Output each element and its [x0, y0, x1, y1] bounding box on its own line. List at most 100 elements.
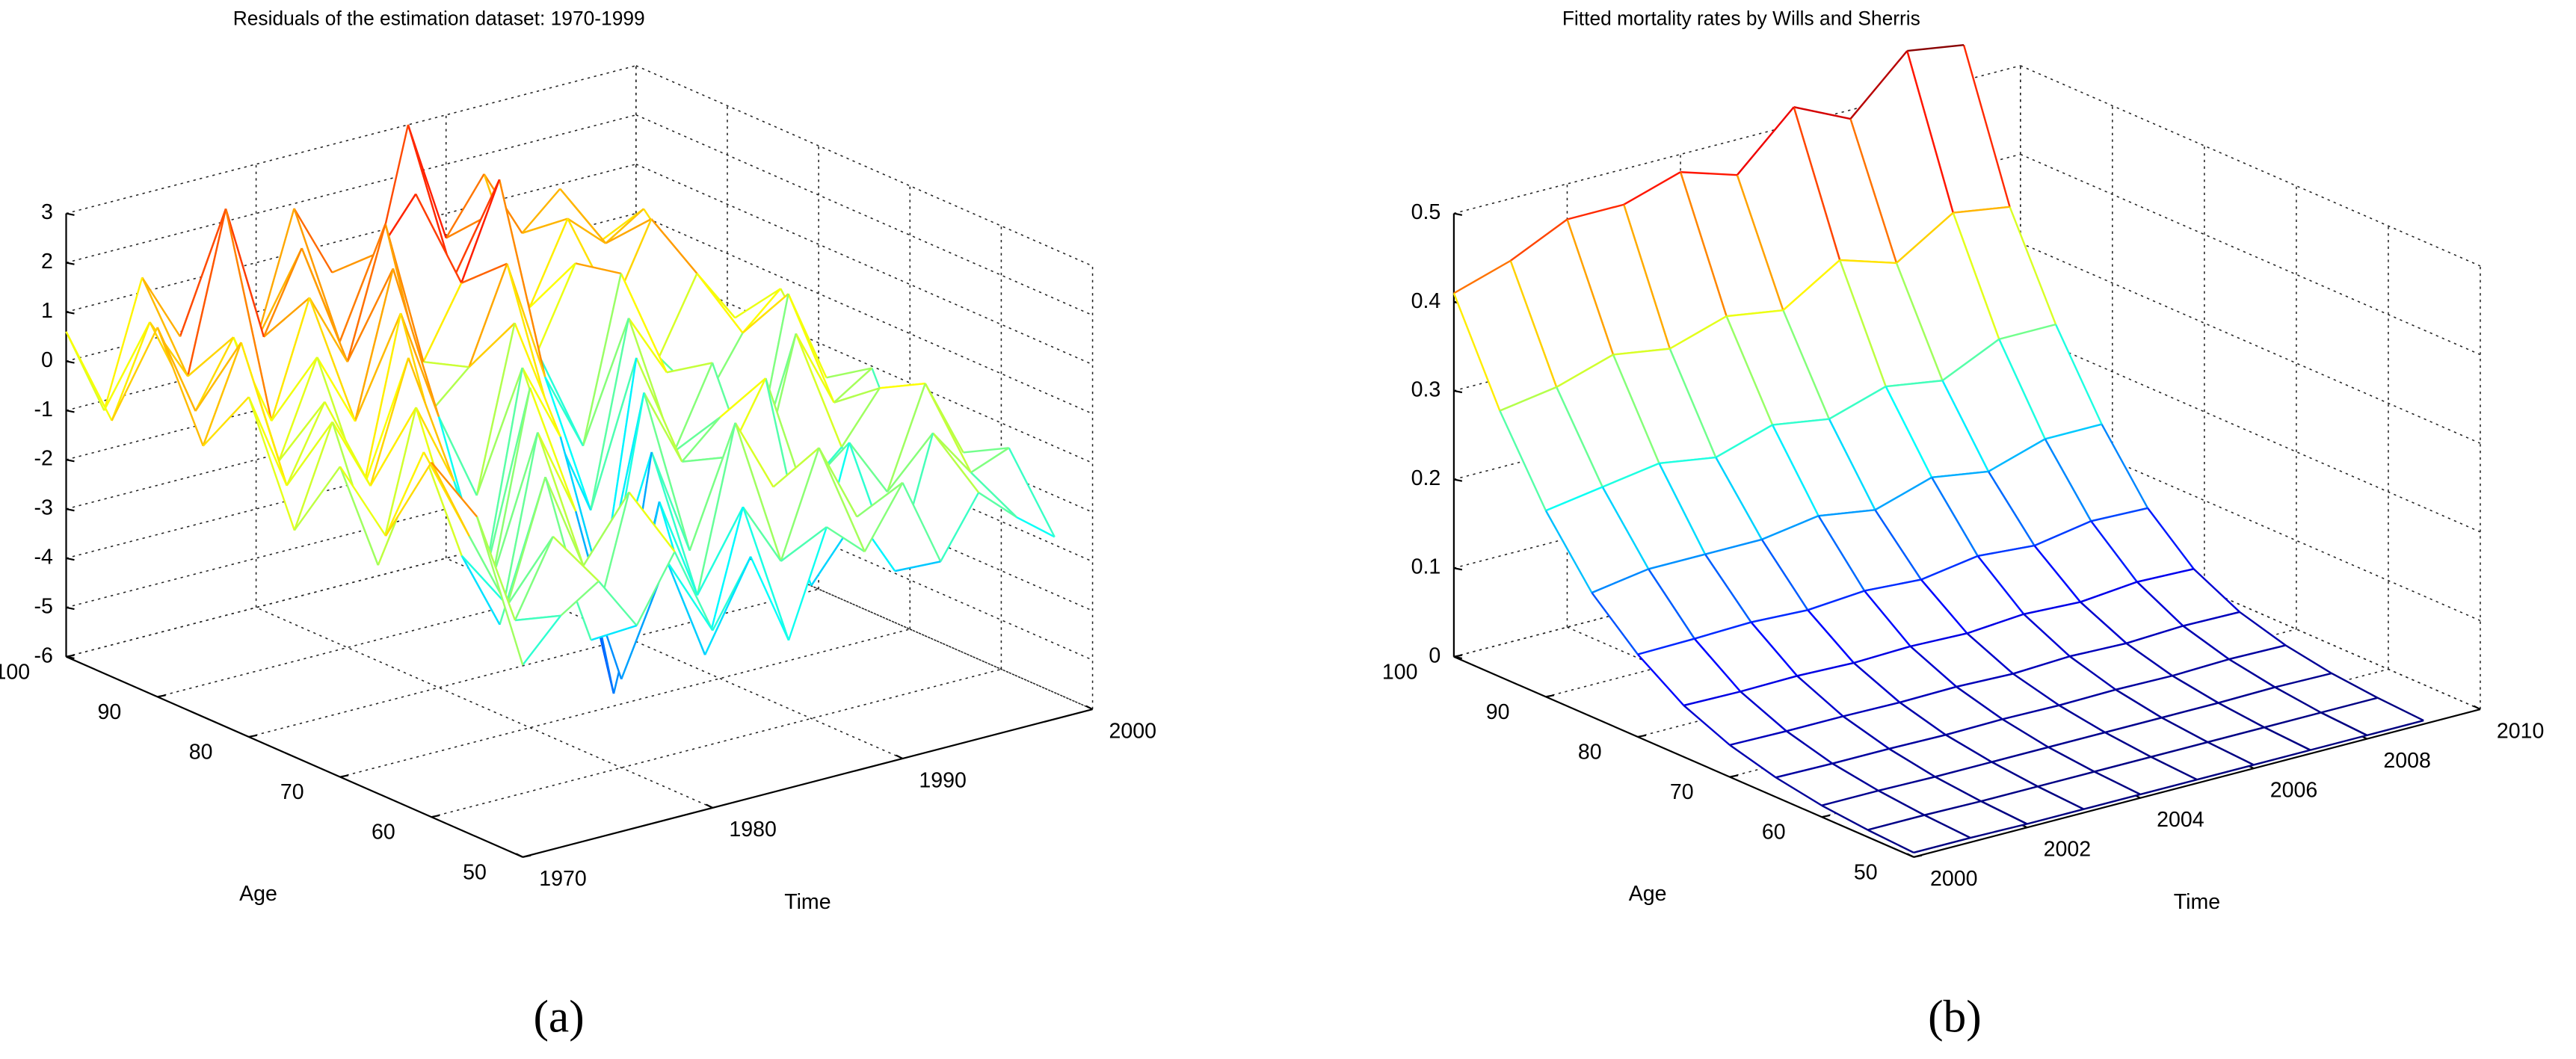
mesh-edge [2264, 726, 2311, 751]
z-tick [66, 655, 75, 660]
mesh-edge [2126, 625, 2184, 644]
z-tick-label: 0.2 [1411, 466, 1441, 490]
mesh-face [1772, 419, 1876, 516]
mesh-edge [1772, 418, 1830, 426]
mesh-edge [1867, 829, 1914, 853]
mesh-face [2037, 771, 2141, 809]
mesh-edge [1704, 538, 1763, 555]
mesh-edge [278, 356, 318, 461]
mesh-face [2104, 717, 2208, 757]
grid-line [635, 163, 1093, 365]
mesh-face [2024, 602, 2127, 657]
mesh-face [1669, 316, 1773, 458]
mesh-face [545, 318, 629, 510]
grid-line [635, 360, 1093, 563]
x-tick [1085, 705, 1094, 711]
mesh-face [2091, 507, 2194, 582]
mesh-edge [2023, 601, 2081, 615]
mesh-edge [1932, 470, 1989, 479]
mesh-face [1910, 633, 2013, 687]
mesh-edge [1878, 776, 1935, 792]
mesh-edge [1913, 836, 1971, 854]
mesh-edge [734, 422, 774, 488]
mesh-edge [795, 333, 835, 404]
mesh-face [682, 378, 766, 462]
mesh-face [1840, 259, 1943, 387]
grid-line [256, 607, 713, 809]
mesh-edge [1659, 456, 1716, 465]
mesh-edge [2274, 686, 2322, 714]
y-tick [157, 694, 166, 698]
mesh-edge [2094, 756, 2151, 773]
mesh-face [1850, 51, 1953, 263]
x-tick [706, 803, 713, 809]
mesh-edge [2207, 726, 2265, 744]
mesh-edge [666, 362, 713, 374]
mesh-edge [187, 209, 227, 377]
mesh-face [1648, 554, 1751, 639]
grid-line [2020, 508, 2481, 710]
mesh-edge [1796, 675, 1844, 717]
mesh-face [819, 448, 903, 552]
z-tick-label: -4 [34, 545, 54, 569]
mesh-edge [1991, 746, 2049, 763]
grid-line [2020, 419, 2481, 622]
z-tick-label: 2 [41, 250, 53, 274]
mesh-edge [924, 383, 972, 473]
mesh-face [705, 507, 789, 655]
mesh-face [2034, 521, 2137, 602]
mesh-edge [1637, 653, 1685, 706]
y-tick [1637, 734, 1647, 738]
mesh-face [735, 422, 819, 561]
mesh-edge [2228, 658, 2275, 688]
z-tick [66, 212, 75, 216]
z-tick-label: 0 [1429, 643, 1440, 667]
mesh-edge [1793, 106, 1841, 261]
mesh-edge [2037, 785, 2084, 810]
mesh-face [1885, 380, 1988, 478]
mesh-edge [331, 252, 378, 274]
mesh-edge [1566, 219, 1615, 355]
mesh-edge [643, 392, 683, 463]
mesh-face [446, 173, 530, 308]
mesh-edge [2059, 688, 2116, 706]
mesh-face [1624, 172, 1727, 349]
mesh-face [1602, 463, 1706, 569]
mesh-edge [742, 288, 782, 334]
mesh-face [1920, 555, 2024, 634]
mesh-edge [354, 268, 395, 422]
mesh-edge [65, 331, 113, 422]
mesh-face [1999, 324, 2102, 439]
mesh-edge [2069, 642, 2127, 658]
x-tick-label: 2002 [2044, 838, 2092, 862]
mesh-edge [970, 447, 1010, 474]
mesh-edge [1544, 510, 1593, 593]
mesh-face [697, 274, 781, 333]
mesh-edge [1896, 212, 1954, 264]
mesh-edge [1840, 259, 1897, 265]
x-axis-label: Time [2174, 890, 2220, 914]
mesh-edge [1729, 730, 1787, 747]
y-tick-label: 80 [189, 740, 213, 764]
mesh-face [1567, 204, 1670, 355]
mesh-face [567, 218, 652, 308]
mesh-edge [940, 492, 980, 562]
mesh-edge [514, 322, 561, 437]
mesh-face [1896, 212, 2000, 381]
mesh-edge [1920, 555, 1979, 581]
y-tick-label: 80 [1578, 740, 1602, 764]
mesh-edge [1874, 509, 1922, 581]
mesh-edge [2044, 438, 2092, 522]
mesh-edge [591, 624, 638, 641]
mesh-edge [1591, 568, 1649, 594]
mesh-edge [1782, 309, 1830, 420]
mesh-face [651, 422, 736, 596]
mesh-edge [658, 273, 698, 358]
z-tick [66, 557, 75, 561]
mesh-edge [1775, 777, 1822, 806]
mesh-face [788, 294, 872, 403]
mesh-edge [742, 506, 782, 562]
y-axis-label: Age [239, 882, 277, 906]
mesh-edge [666, 561, 714, 632]
grid-line [66, 65, 637, 214]
